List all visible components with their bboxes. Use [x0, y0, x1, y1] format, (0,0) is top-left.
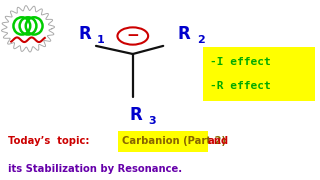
Text: -R effect: -R effect — [210, 81, 270, 91]
Text: 2: 2 — [197, 35, 204, 45]
FancyBboxPatch shape — [118, 130, 208, 152]
Text: R: R — [78, 25, 91, 43]
Text: −: − — [126, 28, 139, 43]
Text: Today’s  topic:: Today’s topic: — [8, 136, 93, 146]
FancyBboxPatch shape — [203, 47, 315, 101]
Text: R: R — [130, 106, 142, 124]
Text: and: and — [208, 136, 229, 146]
Text: -I effect: -I effect — [210, 57, 270, 67]
Text: 1: 1 — [97, 35, 105, 45]
Text: 3: 3 — [149, 116, 156, 127]
Circle shape — [116, 26, 150, 46]
Text: R: R — [178, 25, 190, 43]
Text: its Stabilization by Resonance.: its Stabilization by Resonance. — [8, 164, 182, 174]
Text: Carbanion (Part 2): Carbanion (Part 2) — [122, 136, 229, 146]
